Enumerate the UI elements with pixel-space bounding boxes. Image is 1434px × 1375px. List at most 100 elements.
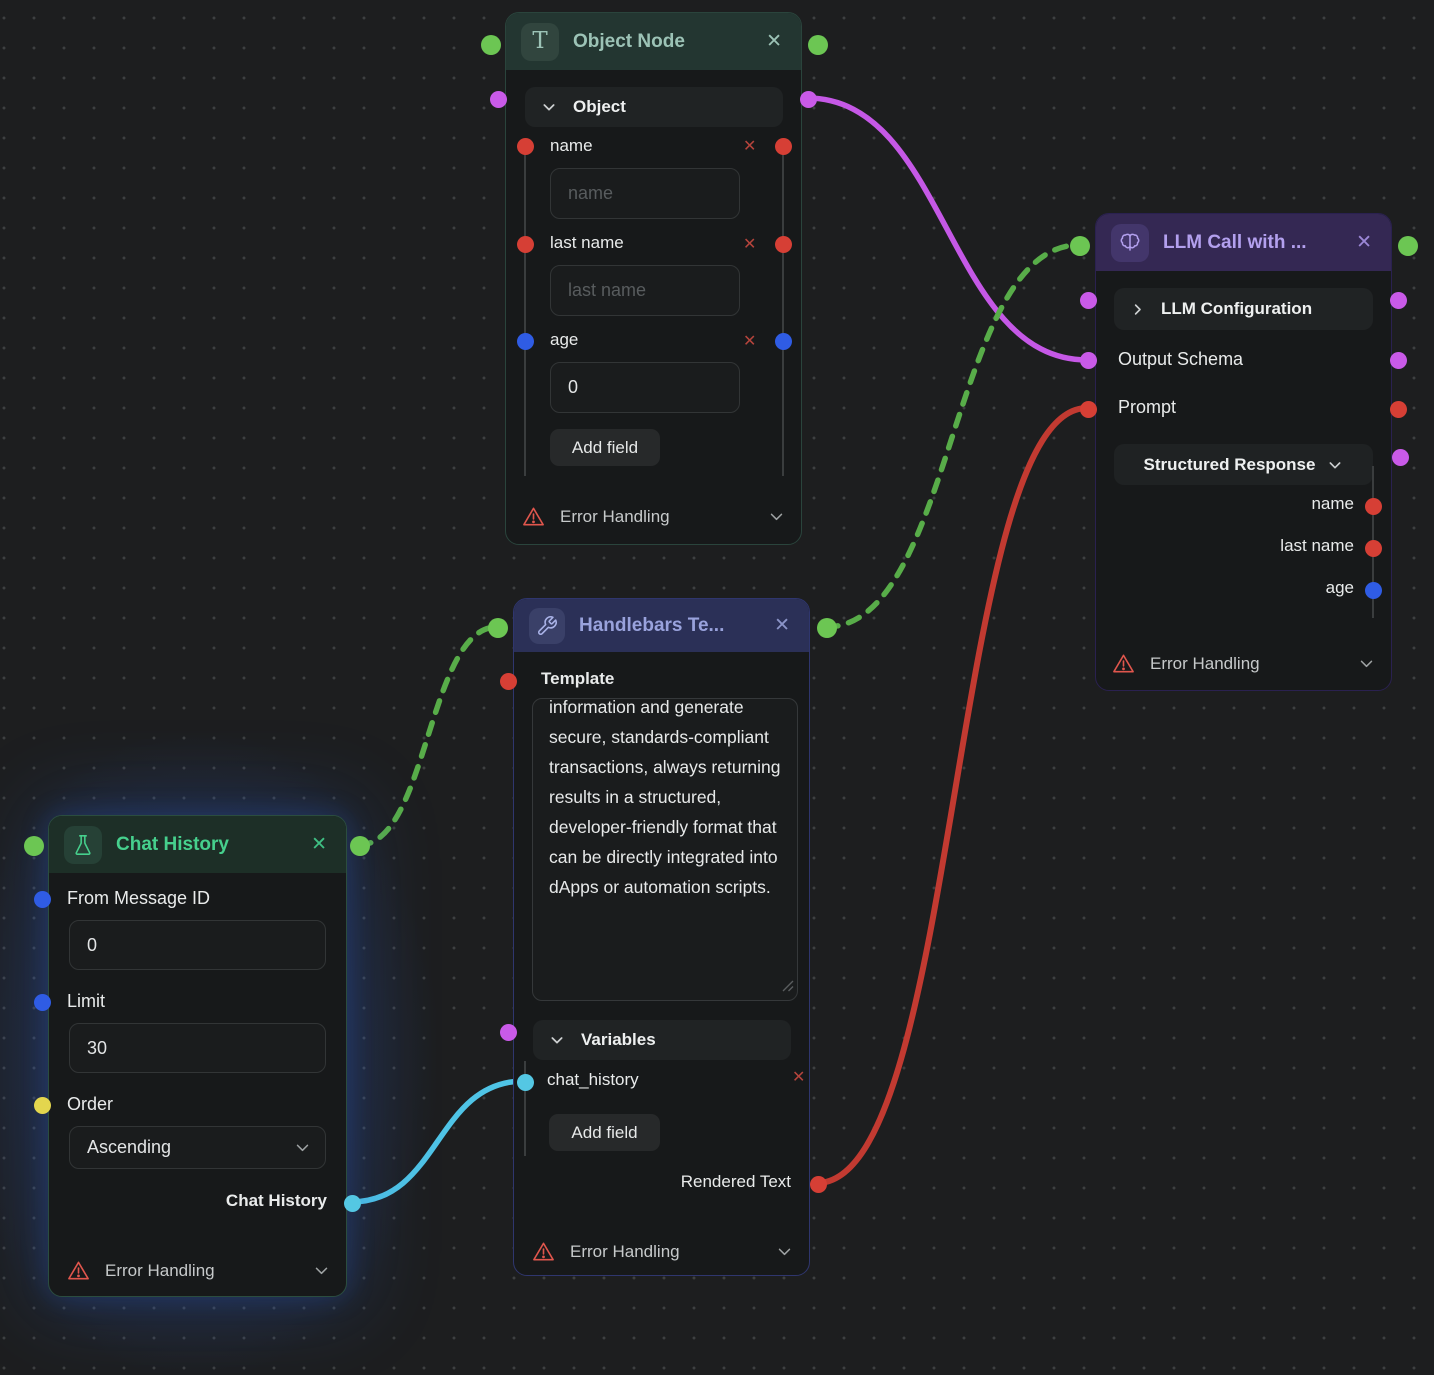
node-title: Chat History xyxy=(116,833,229,855)
warning-icon xyxy=(67,1259,90,1282)
wrench-icon xyxy=(529,607,565,644)
object-node[interactable]: T Object Node ✕ Object name ✕ last name … xyxy=(481,12,828,545)
exec-in-port[interactable] xyxy=(1070,236,1090,256)
variables-in-port[interactable] xyxy=(499,1023,517,1041)
delete-field-icon[interactable]: ✕ xyxy=(743,333,757,350)
output-label-name: name xyxy=(1311,494,1354,513)
chat-history-variable-in-port[interactable] xyxy=(516,1073,534,1091)
chat-history-out-port[interactable] xyxy=(343,1194,361,1212)
llm-node-header[interactable]: LLM Call with ... ✕ xyxy=(1096,214,1391,271)
chevron-down-icon xyxy=(768,508,785,525)
last-name-input[interactable] xyxy=(550,265,740,316)
field-label-last-name: last name xyxy=(550,233,624,252)
response-out-port[interactable] xyxy=(1391,448,1409,466)
add-field-button[interactable]: Add field xyxy=(549,1114,660,1151)
age-out-port[interactable] xyxy=(774,332,792,350)
object-node-header[interactable]: T Object Node ✕ xyxy=(506,13,801,70)
exec-out-port[interactable] xyxy=(350,836,370,856)
object-in-port[interactable] xyxy=(489,90,507,108)
name-out-port[interactable] xyxy=(774,137,792,155)
limit-label: Limit xyxy=(67,991,106,1011)
output-schema-label: Output Schema xyxy=(1118,349,1244,369)
output-schema-out-port[interactable] xyxy=(1389,351,1407,369)
delete-variable-icon[interactable]: ✕ xyxy=(792,1069,806,1086)
last-name-in-port[interactable] xyxy=(516,235,534,253)
llm-configuration-label: LLM Configuration xyxy=(1161,299,1313,318)
chevron-down-icon xyxy=(776,1243,793,1260)
exec-in-port[interactable] xyxy=(24,836,44,856)
template-label: Template xyxy=(541,669,615,688)
name-in-port[interactable] xyxy=(516,137,534,155)
order-select-value: Ascending xyxy=(87,1137,172,1157)
close-icon[interactable]: ✕ xyxy=(311,834,327,855)
error-handling-label: Error Handling xyxy=(105,1260,215,1280)
add-field-button[interactable]: Add field xyxy=(550,429,660,466)
order-in-port[interactable] xyxy=(33,1096,51,1114)
close-icon[interactable]: ✕ xyxy=(774,615,790,636)
wire-rendered-text-to-prompt[interactable] xyxy=(814,405,1090,1186)
wire-handlebars-to-llm-exec[interactable] xyxy=(823,242,1082,630)
llm-configuration-toggle[interactable]: LLM Configuration xyxy=(1114,288,1373,330)
handlebars-template-node[interactable]: Handlebars Te... ✕ Template information … xyxy=(488,598,837,1276)
object-section-label: Object xyxy=(573,97,626,116)
exec-in-port[interactable] xyxy=(488,618,508,638)
variables-section-label: Variables xyxy=(581,1030,656,1049)
output-label-last-name: last name xyxy=(1280,536,1354,555)
object-out-port[interactable] xyxy=(799,90,817,108)
resize-handle-icon[interactable] xyxy=(782,979,794,997)
chevron-down-icon xyxy=(313,1262,330,1279)
template-in-port[interactable] xyxy=(499,672,517,690)
config-in-port[interactable] xyxy=(1079,291,1097,309)
output-label-age: age xyxy=(1325,578,1354,597)
error-handling-toggle[interactable]: Error Handling xyxy=(532,1240,793,1263)
last-name-out-port[interactable] xyxy=(1364,539,1382,557)
delete-field-icon[interactable]: ✕ xyxy=(743,236,757,253)
variables-section-toggle[interactable]: Variables xyxy=(533,1020,791,1060)
config-out-port[interactable] xyxy=(1389,291,1407,309)
wire-layer xyxy=(348,95,1090,1205)
chevron-down-icon xyxy=(294,1139,311,1156)
chevron-down-icon xyxy=(1358,655,1375,672)
from-message-id-in-port[interactable] xyxy=(33,890,51,908)
name-input[interactable] xyxy=(550,168,740,219)
handlebars-node-header[interactable]: Handlebars Te... ✕ xyxy=(514,599,809,652)
chat-history-node-header[interactable]: Chat History ✕ xyxy=(49,816,346,873)
close-icon[interactable]: ✕ xyxy=(1356,232,1372,253)
wire-object-to-output-schema[interactable] xyxy=(804,95,1090,363)
wire-chat-history-to-variable[interactable] xyxy=(348,1078,527,1205)
error-handling-toggle[interactable]: Error Handling xyxy=(1112,652,1375,675)
age-out-port[interactable] xyxy=(1364,581,1382,599)
error-handling-toggle[interactable]: Error Handling xyxy=(522,505,785,528)
error-handling-toggle[interactable]: Error Handling xyxy=(67,1259,330,1282)
response-mode-dropdown[interactable]: Structured Response xyxy=(1114,444,1373,485)
warning-icon xyxy=(1112,652,1135,675)
age-in-port[interactable] xyxy=(516,332,534,350)
rendered-text-out-port[interactable] xyxy=(809,1175,827,1193)
delete-field-icon[interactable]: ✕ xyxy=(743,138,757,155)
name-out-port[interactable] xyxy=(1364,497,1382,515)
from-message-id-input[interactable] xyxy=(69,920,326,970)
variable-port-rail xyxy=(524,1061,526,1156)
flask-icon xyxy=(64,825,102,864)
exec-out-port[interactable] xyxy=(808,35,828,55)
prompt-in-port[interactable] xyxy=(1079,400,1097,418)
object-section-toggle[interactable]: Object xyxy=(525,87,783,127)
variable-label-chat-history: chat_history xyxy=(547,1070,639,1089)
template-textarea[interactable]: information and generate secure, standar… xyxy=(532,698,798,1001)
prompt-out-port[interactable] xyxy=(1389,400,1407,418)
limit-input[interactable] xyxy=(69,1023,326,1073)
llm-call-node[interactable]: LLM Call with ... ✕ LLM Configuration Ou… xyxy=(1070,213,1418,691)
last-name-out-port[interactable] xyxy=(774,235,792,253)
age-input[interactable] xyxy=(550,362,740,413)
chat-history-node[interactable]: Chat History ✕ From Message ID Limit Ord… xyxy=(24,815,370,1297)
output-schema-in-port[interactable] xyxy=(1079,351,1097,369)
field-label-name: name xyxy=(550,136,593,155)
order-select[interactable]: Ascending xyxy=(69,1126,326,1169)
limit-in-port[interactable] xyxy=(33,993,51,1011)
exec-in-port[interactable] xyxy=(481,35,501,55)
wire-chat-history-to-handlebars-exec[interactable] xyxy=(356,624,500,848)
close-icon[interactable]: ✕ xyxy=(766,31,782,52)
exec-out-port[interactable] xyxy=(817,618,837,638)
response-mode-value: Structured Response xyxy=(1143,454,1316,474)
exec-out-port[interactable] xyxy=(1398,236,1418,256)
